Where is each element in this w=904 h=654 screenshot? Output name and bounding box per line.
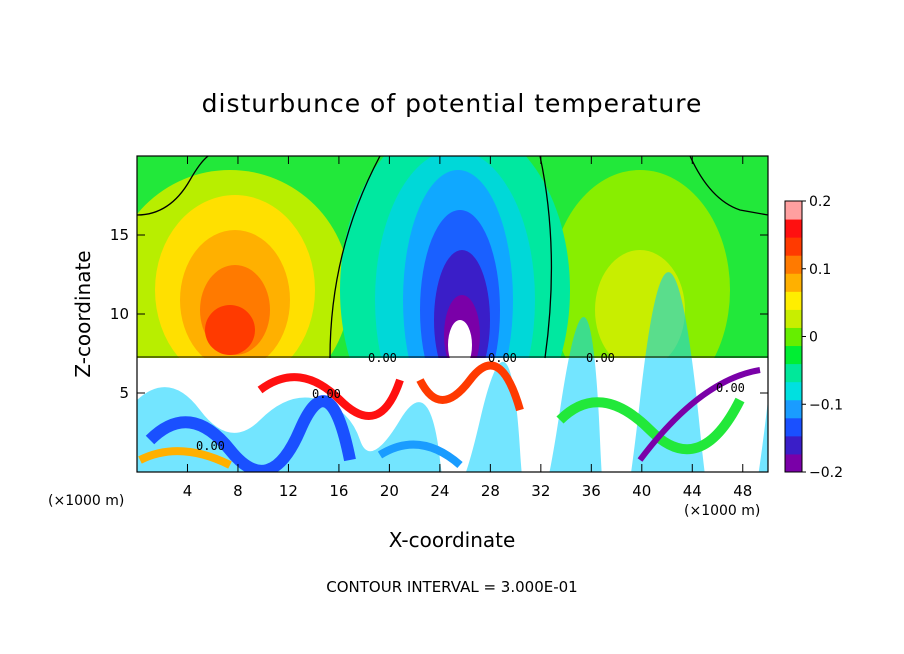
colorbar: 0.2 0.1 0 −0.1 −0.2 bbox=[784, 194, 843, 481]
contour-label: 0.00 bbox=[586, 351, 615, 365]
colorbar-tick-label: 0.2 bbox=[809, 194, 831, 210]
x-tick-label: 36 bbox=[582, 482, 601, 500]
colorbar-swatch bbox=[785, 435, 802, 455]
colorbar-swatch bbox=[785, 327, 802, 347]
chart-title: disturbunce of potential temperature bbox=[202, 89, 703, 118]
contour-label: 0.00 bbox=[196, 439, 225, 453]
colorbar-swatch bbox=[785, 255, 802, 274]
colorbar-swatch bbox=[785, 363, 802, 383]
y-tick-label: 15 bbox=[110, 226, 129, 244]
x-tick-label: 20 bbox=[380, 482, 399, 500]
colorbar-swatch bbox=[785, 291, 802, 310]
contour-label: 0.00 bbox=[488, 351, 517, 365]
y-tick-label: 10 bbox=[110, 305, 129, 323]
x-axis: 4 8 12 16 20 24 28 32 36 40 44 48 bbox=[183, 156, 752, 500]
x-tick-label: 32 bbox=[531, 482, 550, 500]
colorbar-swatch bbox=[785, 417, 802, 437]
contour-label: 0.00 bbox=[716, 381, 745, 395]
colorbar-swatch bbox=[785, 201, 802, 220]
heatmap-field bbox=[137, 156, 768, 472]
x-tick-label: 8 bbox=[233, 482, 243, 500]
x-tick-label: 12 bbox=[279, 482, 298, 500]
colorbar-tick-label: −0.1 bbox=[809, 397, 843, 413]
y-axis: 5 10 15 bbox=[110, 226, 768, 402]
x-unit-left: (×1000 m) bbox=[48, 493, 124, 509]
colorbar-swatch bbox=[785, 219, 802, 238]
x-tick-label: 44 bbox=[683, 482, 702, 500]
x-axis-label: X-coordinate bbox=[389, 528, 516, 552]
colorbar-swatch bbox=[785, 237, 802, 256]
y-axis-label: Z-coordinate bbox=[71, 250, 95, 377]
x-tick-label: 4 bbox=[183, 482, 193, 500]
colorbar-swatch bbox=[785, 273, 802, 292]
x-tick-label: 40 bbox=[632, 482, 651, 500]
x-tick-label: 48 bbox=[733, 482, 752, 500]
contour-label: 0.00 bbox=[368, 351, 397, 365]
y-tick-label: 5 bbox=[119, 384, 129, 402]
contour-label-group: 0.00 0.00 0.00 0.00 0.00 0.00 bbox=[196, 351, 745, 453]
colorbar-swatch bbox=[785, 399, 802, 419]
x-tick-label: 16 bbox=[329, 482, 348, 500]
x-tick-label: 28 bbox=[481, 482, 500, 500]
colorbar-swatch bbox=[785, 309, 802, 328]
colorbar-swatch bbox=[785, 345, 802, 365]
x-tick-label: 24 bbox=[430, 482, 449, 500]
contour-interval-note: CONTOUR INTERVAL = 3.000E-01 bbox=[326, 578, 577, 596]
colorbar-tick-label: 0 bbox=[809, 330, 818, 346]
colorbar-tick-label: 0.1 bbox=[809, 262, 831, 278]
colorbar-swatch bbox=[785, 381, 802, 401]
colorbar-tick-label: −0.2 bbox=[809, 465, 843, 481]
contour-label: 0.00 bbox=[312, 387, 341, 401]
colorbar-swatch bbox=[785, 453, 802, 473]
x-unit-right: (×1000 m) bbox=[684, 503, 760, 519]
